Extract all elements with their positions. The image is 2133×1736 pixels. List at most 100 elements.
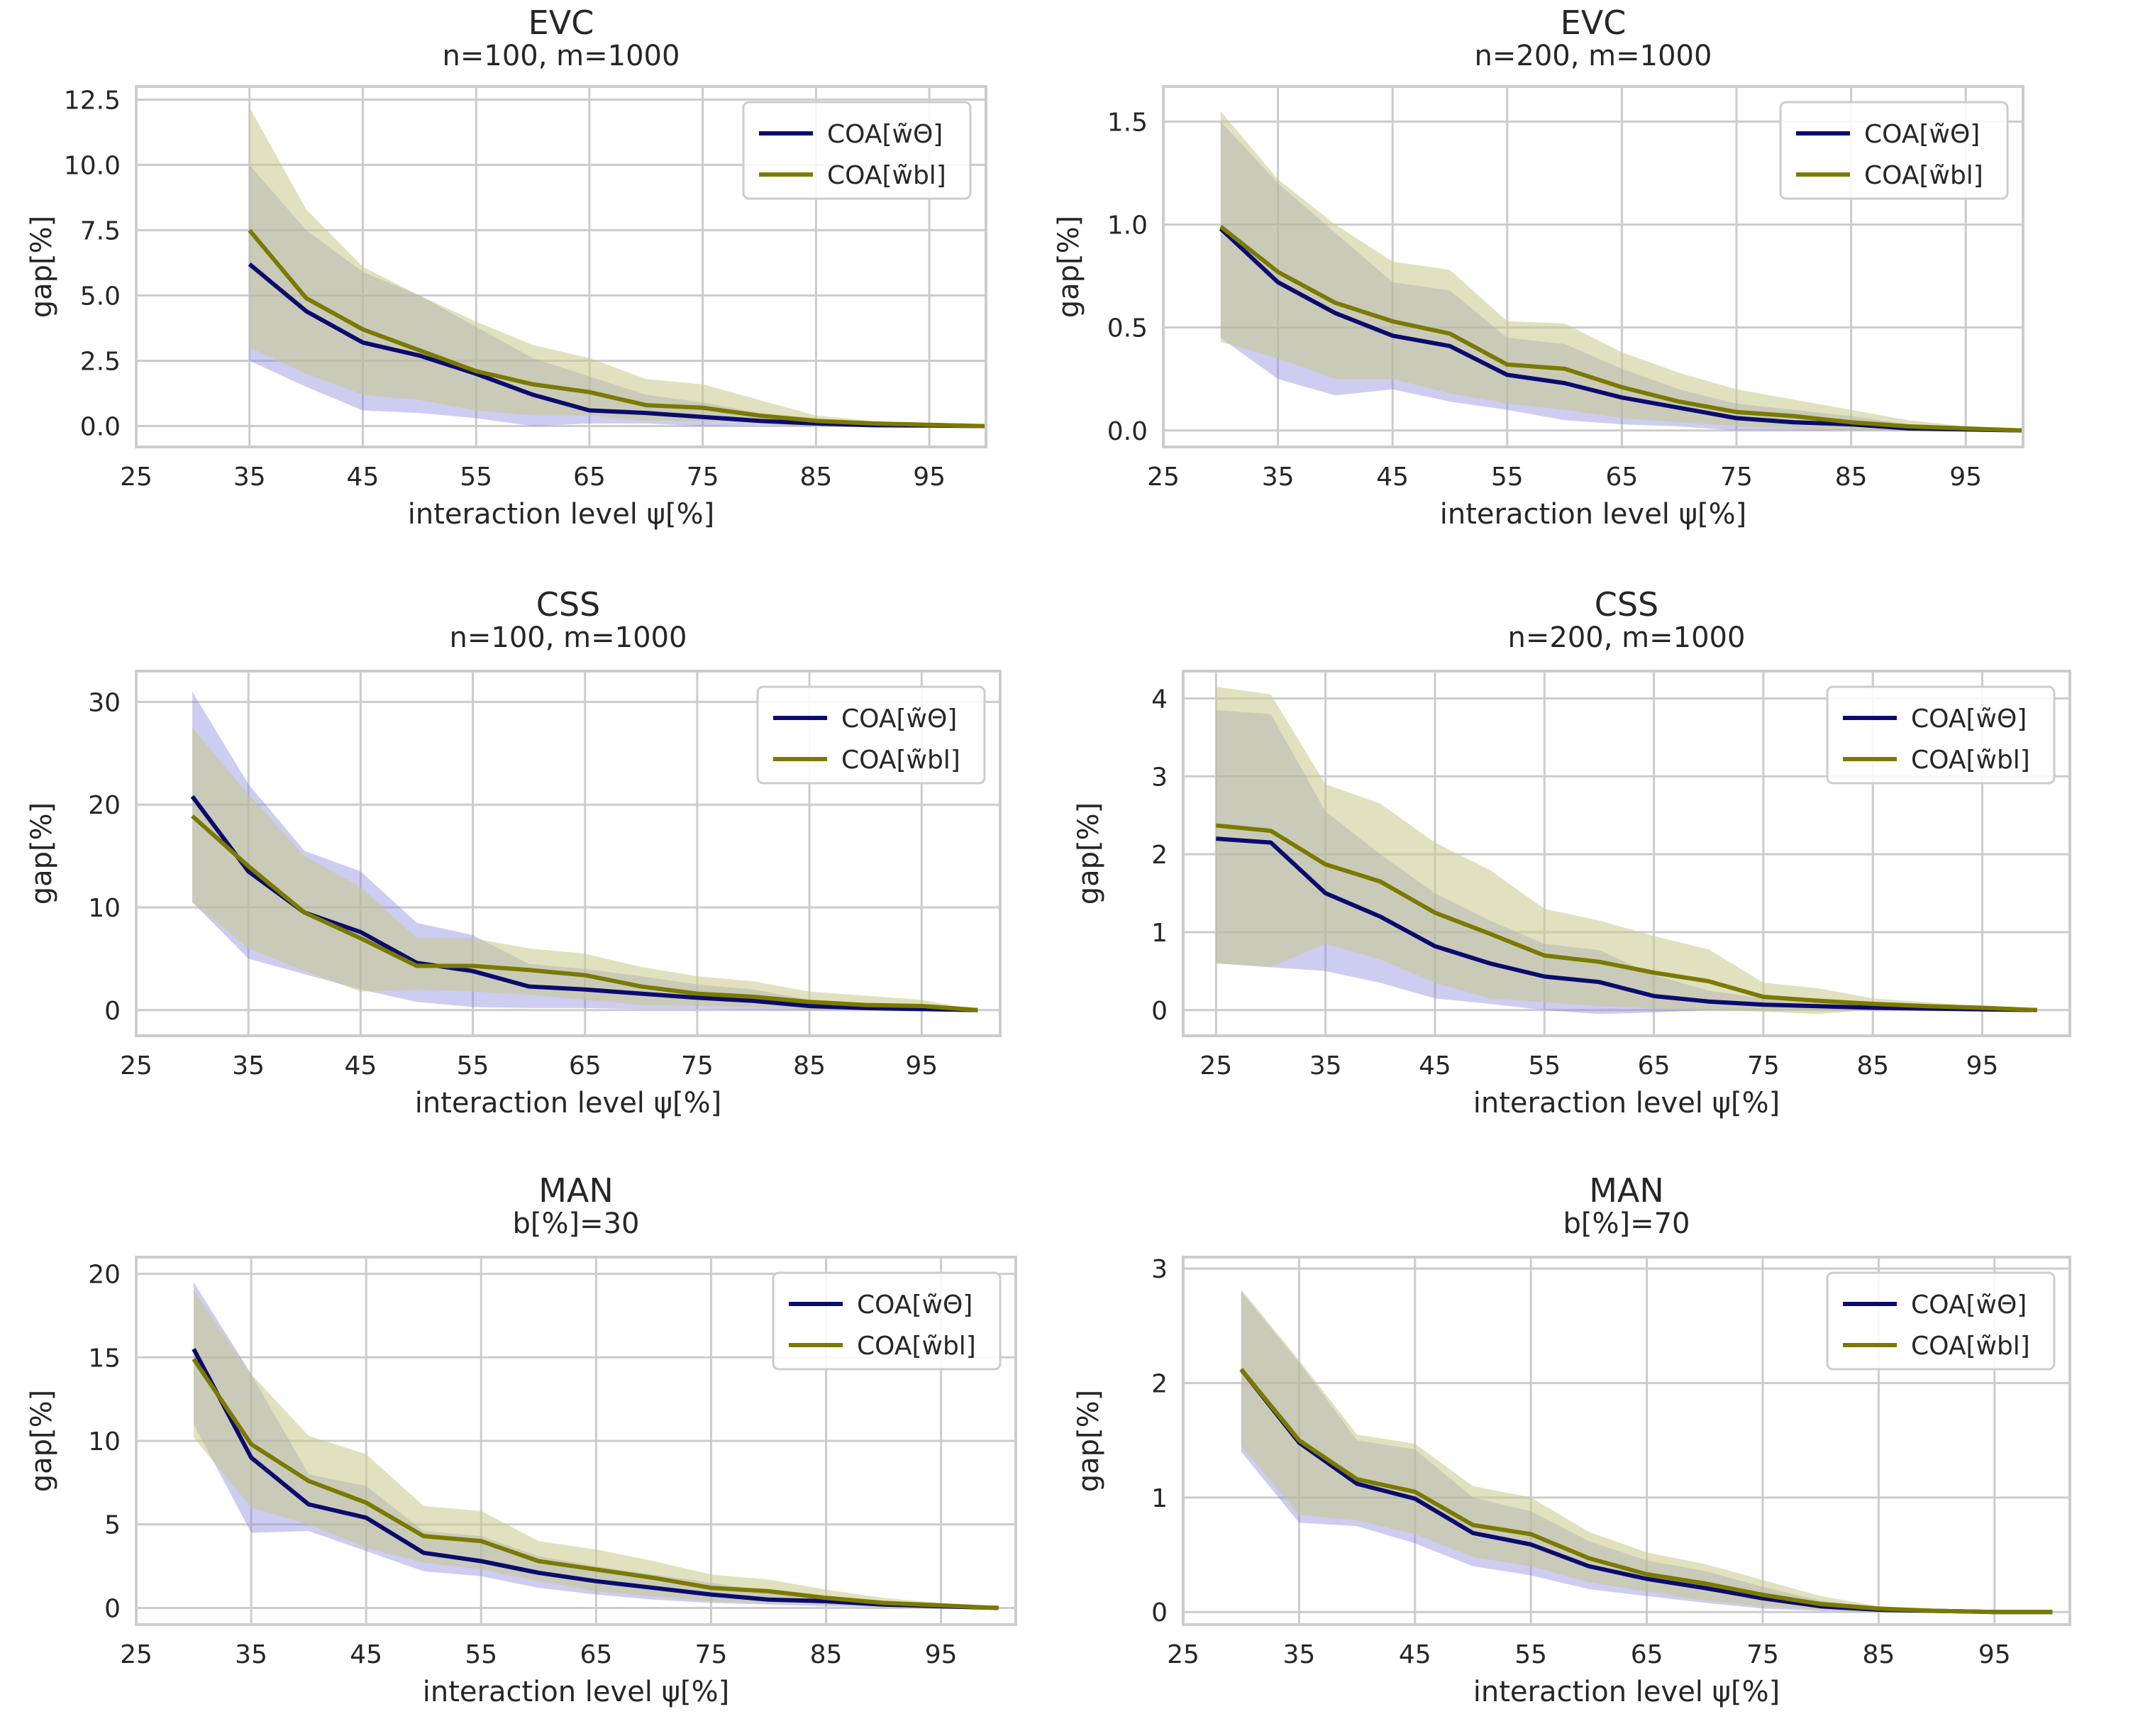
x-tick-label: 35 xyxy=(235,1640,267,1669)
y-tick-label: 0.0 xyxy=(80,413,121,442)
x-tick-label: 75 xyxy=(681,1051,714,1080)
x-tick-label: 45 xyxy=(1399,1640,1431,1669)
x-axis-label: interaction level ψ[%] xyxy=(415,1087,721,1119)
y-tick-label: 0 xyxy=(1151,997,1168,1026)
y-tick-label: 1 xyxy=(1151,1484,1168,1513)
legend: COA[w̃Θ] COA[w̃bl] xyxy=(743,102,970,199)
legend-entry: COA[w̃Θ] xyxy=(1911,704,2027,734)
y-tick-label: 5 xyxy=(104,1511,121,1540)
x-tick-label: 85 xyxy=(799,463,832,492)
y-tick-label: 0 xyxy=(104,1594,121,1623)
y-tick-label: 10 xyxy=(88,894,121,923)
y-tick-label: 1.5 xyxy=(1107,108,1148,137)
x-tick-label: 85 xyxy=(810,1640,843,1669)
y-tick-label: 0 xyxy=(104,997,121,1026)
x-tick-label: 35 xyxy=(232,1051,265,1080)
x-tick-label: 75 xyxy=(1746,1640,1779,1669)
y-tick-label: 4 xyxy=(1151,685,1168,714)
legend-entry: COA[w̃Θ] xyxy=(1864,120,1980,149)
legend-entry: COA[w̃Θ] xyxy=(857,1290,973,1320)
legend-entry: COA[w̃Θ] xyxy=(1911,1290,2027,1320)
y-tick-label: 15 xyxy=(88,1344,121,1373)
chart-title: CSS xyxy=(1595,585,1659,624)
x-tick-label: 75 xyxy=(1720,463,1753,492)
x-tick-label: 75 xyxy=(1747,1051,1780,1080)
x-tick-label: 75 xyxy=(695,1640,728,1669)
legend-entry: COA[w̃bl] xyxy=(1911,746,2030,775)
legend-entry: COA[w̃Θ] xyxy=(827,120,943,149)
x-tick-label: 35 xyxy=(1282,1640,1315,1669)
y-tick-label: 0.5 xyxy=(1107,314,1148,343)
chart-title: MAN xyxy=(538,1171,614,1210)
x-tick-label: 95 xyxy=(905,1051,938,1080)
y-axis-label: gap[%] xyxy=(1053,216,1085,319)
y-tick-label: 3 xyxy=(1151,763,1168,792)
x-tick-label: 35 xyxy=(1262,463,1295,492)
y-tick-label: 7.5 xyxy=(80,216,121,245)
y-tick-label: 2 xyxy=(1151,1370,1168,1399)
x-tick-label: 55 xyxy=(1514,1640,1547,1669)
x-tick-label: 35 xyxy=(233,463,266,492)
y-axis-label: gap[%] xyxy=(26,216,58,319)
x-tick-label: 65 xyxy=(1605,463,1638,492)
x-tick-label: 55 xyxy=(465,1640,497,1669)
x-tick-label: 85 xyxy=(1835,463,1868,492)
y-tick-label: 30 xyxy=(88,688,121,717)
y-tick-label: 3 xyxy=(1151,1255,1168,1284)
x-tick-label: 85 xyxy=(1862,1640,1895,1669)
y-tick-label: 10.0 xyxy=(64,151,121,180)
chart-subtitle: b[%]=30 xyxy=(512,1207,639,1240)
y-tick-label: 10 xyxy=(88,1427,121,1456)
x-tick-label: 25 xyxy=(120,1051,153,1080)
x-axis-label: interaction level ψ[%] xyxy=(1473,1676,1780,1708)
x-tick-label: 55 xyxy=(1528,1051,1561,1080)
x-tick-label: 45 xyxy=(347,463,379,492)
x-tick-label: 95 xyxy=(925,1640,958,1669)
x-axis-label: interaction level ψ[%] xyxy=(423,1676,729,1708)
chart-title: MAN xyxy=(1589,1171,1664,1210)
x-tick-label: 45 xyxy=(344,1051,377,1080)
chart-title: EVC xyxy=(1561,4,1627,42)
x-tick-label: 75 xyxy=(687,463,719,492)
y-tick-label: 2.5 xyxy=(80,348,121,377)
y-axis-label: gap[%] xyxy=(1073,1390,1105,1493)
y-tick-label: 0 xyxy=(1151,1598,1168,1627)
legend: COA[w̃Θ]COA[w̃bl] xyxy=(758,687,985,783)
x-tick-label: 55 xyxy=(457,1051,489,1080)
legend: COA[w̃Θ] COA[w̃bl] xyxy=(1827,687,2054,783)
chart-subtitle: n=200, m=1000 xyxy=(1475,40,1712,72)
x-tick-label: 25 xyxy=(120,1640,153,1669)
x-tick-label: 25 xyxy=(1200,1051,1232,1080)
chart-subtitle: n=200, m=1000 xyxy=(1508,621,1746,654)
x-tick-label: 25 xyxy=(1167,1640,1200,1669)
x-axis-label: interaction level ψ[%] xyxy=(1473,1087,1780,1119)
x-tick-label: 25 xyxy=(120,463,153,492)
x-axis-label: interaction level ψ[%] xyxy=(1440,498,1746,531)
legend-entry: COA[w̃Θ] xyxy=(841,704,957,734)
x-tick-label: 85 xyxy=(1856,1051,1889,1080)
x-tick-label: 95 xyxy=(913,463,946,492)
x-tick-label: 45 xyxy=(350,1640,382,1669)
x-tick-label: 45 xyxy=(1419,1051,1451,1080)
y-tick-label: 20 xyxy=(88,791,121,820)
legend-entry: COA[w̃bl] xyxy=(1911,1332,2030,1361)
x-tick-label: 95 xyxy=(1966,1051,1999,1080)
x-tick-label: 25 xyxy=(1147,463,1180,492)
x-tick-label: 85 xyxy=(793,1051,826,1080)
y-tick-label: 5.0 xyxy=(80,282,121,311)
y-axis-label: gap[%] xyxy=(26,802,58,905)
legend-entry: COA[w̃bl] xyxy=(827,161,946,190)
y-axis-label: gap[%] xyxy=(1073,802,1105,905)
legend-entry: COA[w̃bl] xyxy=(1864,161,1983,190)
legend: COA[w̃Θ] COA[w̃bl] xyxy=(773,1273,1000,1369)
chart-title: EVC xyxy=(528,4,594,42)
y-tick-label: 2 xyxy=(1151,841,1168,870)
y-tick-label: 20 xyxy=(88,1261,121,1290)
legend-entry: COA[w̃bl] xyxy=(857,1332,976,1361)
x-tick-label: 65 xyxy=(580,1640,612,1669)
